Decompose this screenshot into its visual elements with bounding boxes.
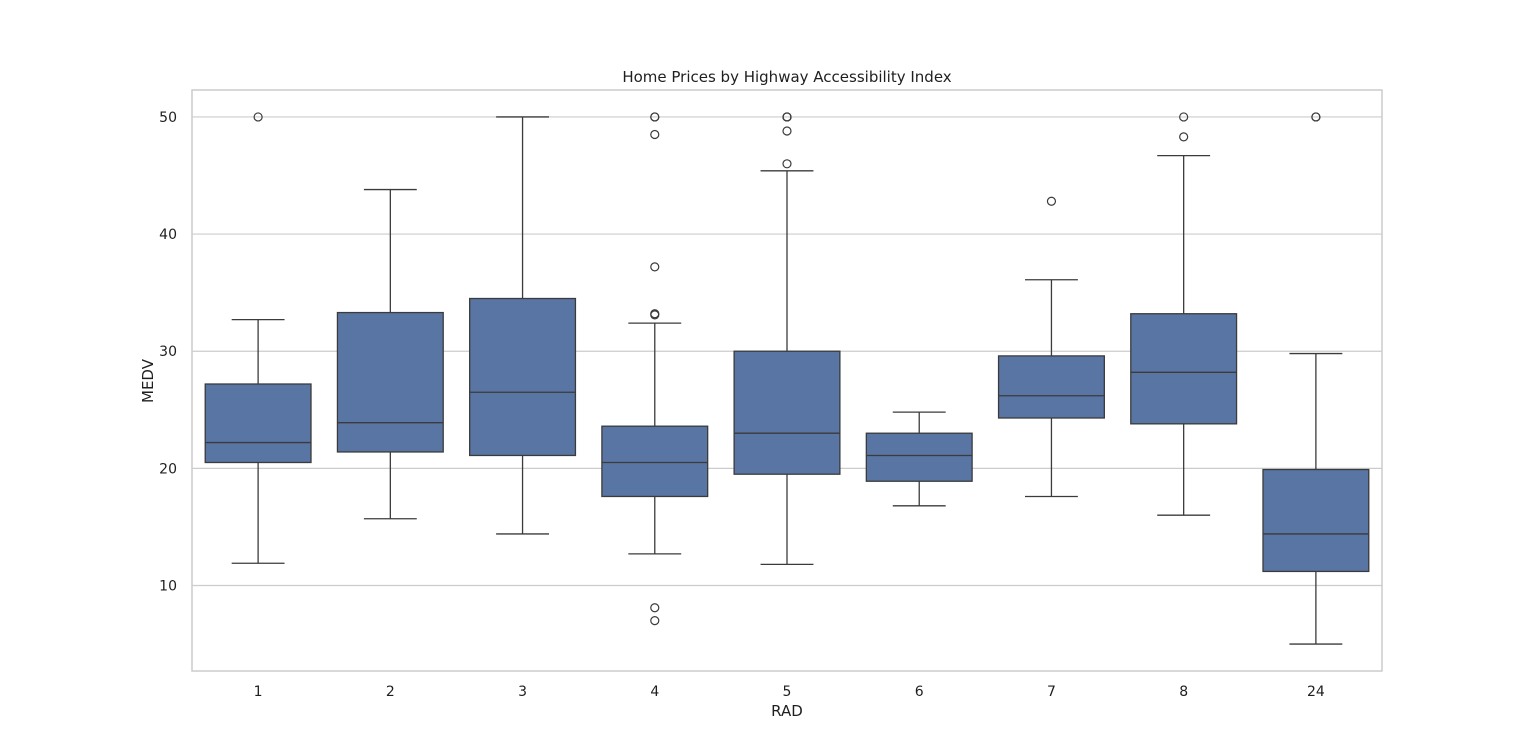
- y-tick-label: 40: [159, 227, 177, 243]
- x-tick-label: 6: [915, 684, 924, 700]
- y-axis-ticks: 10 20 30 40 50: [159, 110, 177, 595]
- iqr-box: [865, 432, 973, 482]
- x-tick-label: 4: [650, 684, 659, 700]
- x-tick-label: 24: [1307, 684, 1325, 700]
- box-group: [997, 196, 1105, 498]
- outlier-point: [1179, 132, 1189, 142]
- box-group: [469, 116, 577, 535]
- y-axis-label: MEDV: [139, 358, 157, 403]
- iqr-box: [601, 425, 709, 498]
- outlier-point: [782, 159, 792, 169]
- chart-title: Home Prices by Highway Accessibility Ind…: [622, 68, 951, 86]
- y-tick-label: 10: [159, 578, 177, 594]
- outlier-point: [1311, 112, 1321, 122]
- box-group: [733, 112, 841, 566]
- plot-frame: [191, 89, 1383, 672]
- x-tick-label: 5: [783, 684, 792, 700]
- box-group: [1130, 112, 1238, 516]
- iqr-box: [204, 383, 312, 464]
- x-axis-label: RAD: [771, 702, 803, 720]
- outlier-point: [650, 603, 660, 613]
- x-tick-label: 1: [254, 684, 263, 700]
- outlier-point: [782, 112, 792, 122]
- outlier-point: [650, 112, 660, 122]
- box-group: [204, 112, 312, 564]
- outlier-point: [1046, 196, 1057, 206]
- outlier-point: [650, 310, 660, 320]
- iqr-box: [997, 355, 1105, 419]
- box-group: [1262, 112, 1370, 645]
- x-axis-ticks: 1 2 3 4 5 6 7 8 24: [254, 684, 1325, 700]
- y-tick-label: 20: [159, 461, 177, 477]
- iqr-box: [1262, 468, 1370, 573]
- outlier-point: [650, 262, 660, 272]
- iqr-box: [733, 350, 841, 475]
- y-tick-label: 50: [159, 110, 177, 126]
- outlier-point: [782, 126, 792, 136]
- x-tick-label: 3: [518, 684, 527, 700]
- x-tick-label: 7: [1047, 684, 1056, 700]
- y-tick-label: 30: [159, 344, 177, 360]
- x-tick-label: 8: [1179, 684, 1188, 700]
- iqr-box: [1130, 313, 1238, 425]
- box-group: [865, 411, 973, 507]
- outlier-point: [253, 112, 263, 122]
- box-group: [601, 112, 709, 626]
- outlier-point: [1179, 112, 1189, 122]
- iqr-box: [336, 311, 444, 453]
- x-tick-label: 2: [386, 684, 395, 700]
- iqr-box: [469, 297, 577, 457]
- outlier-point: [650, 616, 660, 626]
- box-group: [336, 188, 444, 520]
- outlier-point: [650, 129, 660, 140]
- box-series: [204, 112, 1370, 645]
